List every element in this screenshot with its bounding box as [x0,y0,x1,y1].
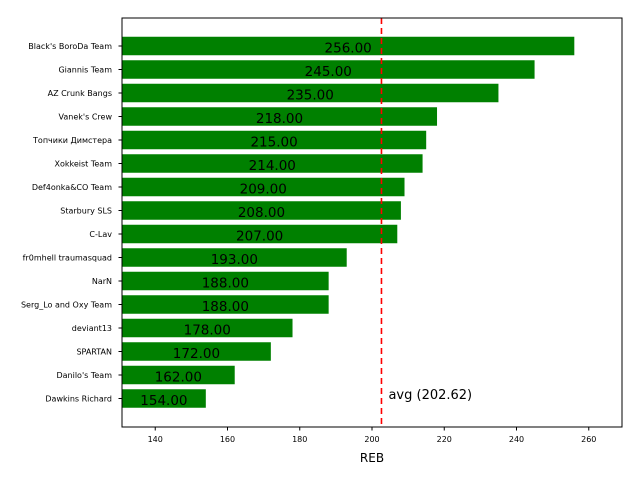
x-tick-label: 220 [437,435,452,444]
bar-value-label: 209.00 [240,182,287,198]
category-label: Danilo's Team [56,371,112,380]
category-label: Black's BoroDa Team [28,42,112,51]
bar-value-label: 214.00 [249,158,296,174]
bar [122,318,293,338]
category-label: Giannis Team [58,66,112,75]
bar [122,224,398,244]
bar-value-label: 188.00 [202,299,249,315]
x-tick-label: 200 [364,435,379,444]
category-label: deviant13 [72,324,112,333]
bar [122,295,329,314]
bar-value-label: 154.00 [140,393,187,409]
bar [122,107,438,126]
y-axis: Black's BoroDa Team Giannis Team AZ Crunk … [21,42,122,404]
bar-value-label: 218.00 [256,111,303,127]
x-axis: 140 160 180 200 220 240 260 [148,427,596,444]
bar-value-label: 162.00 [155,370,202,386]
value-labels-group: 256.00 245.00 235.00 218.00 215.00 214.00 209.… [140,41,371,410]
x-tick-label: 240 [509,435,524,444]
category-label: Dawkins Richard [45,395,112,404]
bar-value-label: 188.00 [202,276,249,292]
x-tick-label: 260 [581,435,596,444]
bar-value-label: 215.00 [250,135,297,151]
bar-value-label: 245.00 [305,64,352,80]
category-label: AZ Crunk Bangs [48,89,112,98]
bar [122,248,347,267]
average-label: avg (202.62) [388,388,472,403]
category-label: Serg_Lo and Oxy Team [21,301,112,310]
bar [122,342,271,361]
bar [122,201,401,220]
category-label: Starbury SLS [60,207,112,216]
x-axis-label: REB [360,451,384,465]
plot-frame [121,17,623,428]
bar-value-label: 172.00 [173,346,220,362]
bar-value-label: 178.00 [184,323,231,339]
bar-value-label: 193.00 [211,252,258,268]
category-label: C-Lav [89,230,112,239]
bar [122,154,423,173]
bar-value-label: 207.00 [236,229,283,245]
bar-value-label: 208.00 [238,205,285,221]
bar [122,271,329,291]
bar [122,365,235,385]
bar [122,83,499,103]
bar [122,389,206,408]
bar-value-label: 235.00 [287,88,334,104]
category-label: Xokkeist Team [55,160,113,169]
x-tick-label: 160 [220,435,235,444]
bar [122,36,575,56]
category-label: NarN [92,277,112,286]
bar [122,130,427,150]
category-label: Vanek's Crew [59,113,113,122]
bar-value-label: 256.00 [325,41,372,57]
x-tick-label: 140 [148,435,163,444]
x-tick-label: 180 [292,435,307,444]
category-label: fr0mhell traumasquad [23,254,112,263]
bars-group [122,36,575,408]
category-label: Топчики Димстера [32,136,112,145]
bar [122,177,405,197]
category-label: Def4onka&CO Team [32,183,112,192]
category-label: SPARTAN [76,348,112,357]
bar [122,60,535,79]
